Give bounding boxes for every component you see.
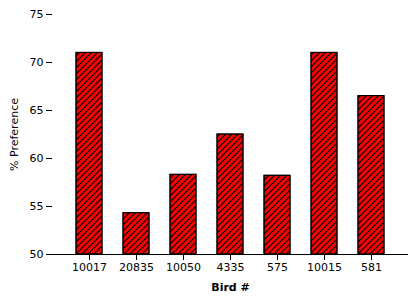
svg-text:65: 65 — [30, 104, 44, 117]
svg-text:10050: 10050 — [166, 261, 201, 274]
svg-text:55: 55 — [30, 200, 44, 213]
svg-text:60: 60 — [30, 152, 44, 165]
svg-text:50: 50 — [30, 248, 44, 261]
svg-text:10015: 10015 — [307, 261, 342, 274]
svg-text:75: 75 — [30, 8, 44, 21]
svg-text:70: 70 — [30, 56, 44, 69]
svg-text:4335: 4335 — [217, 261, 245, 274]
svg-text:20835: 20835 — [119, 261, 154, 274]
svg-text:575: 575 — [267, 261, 288, 274]
svg-text:10017: 10017 — [72, 261, 107, 274]
svg-text:% Preference: % Preference — [8, 98, 21, 171]
svg-text:Bird #: Bird # — [211, 281, 250, 294]
svg-text:581: 581 — [361, 261, 382, 274]
